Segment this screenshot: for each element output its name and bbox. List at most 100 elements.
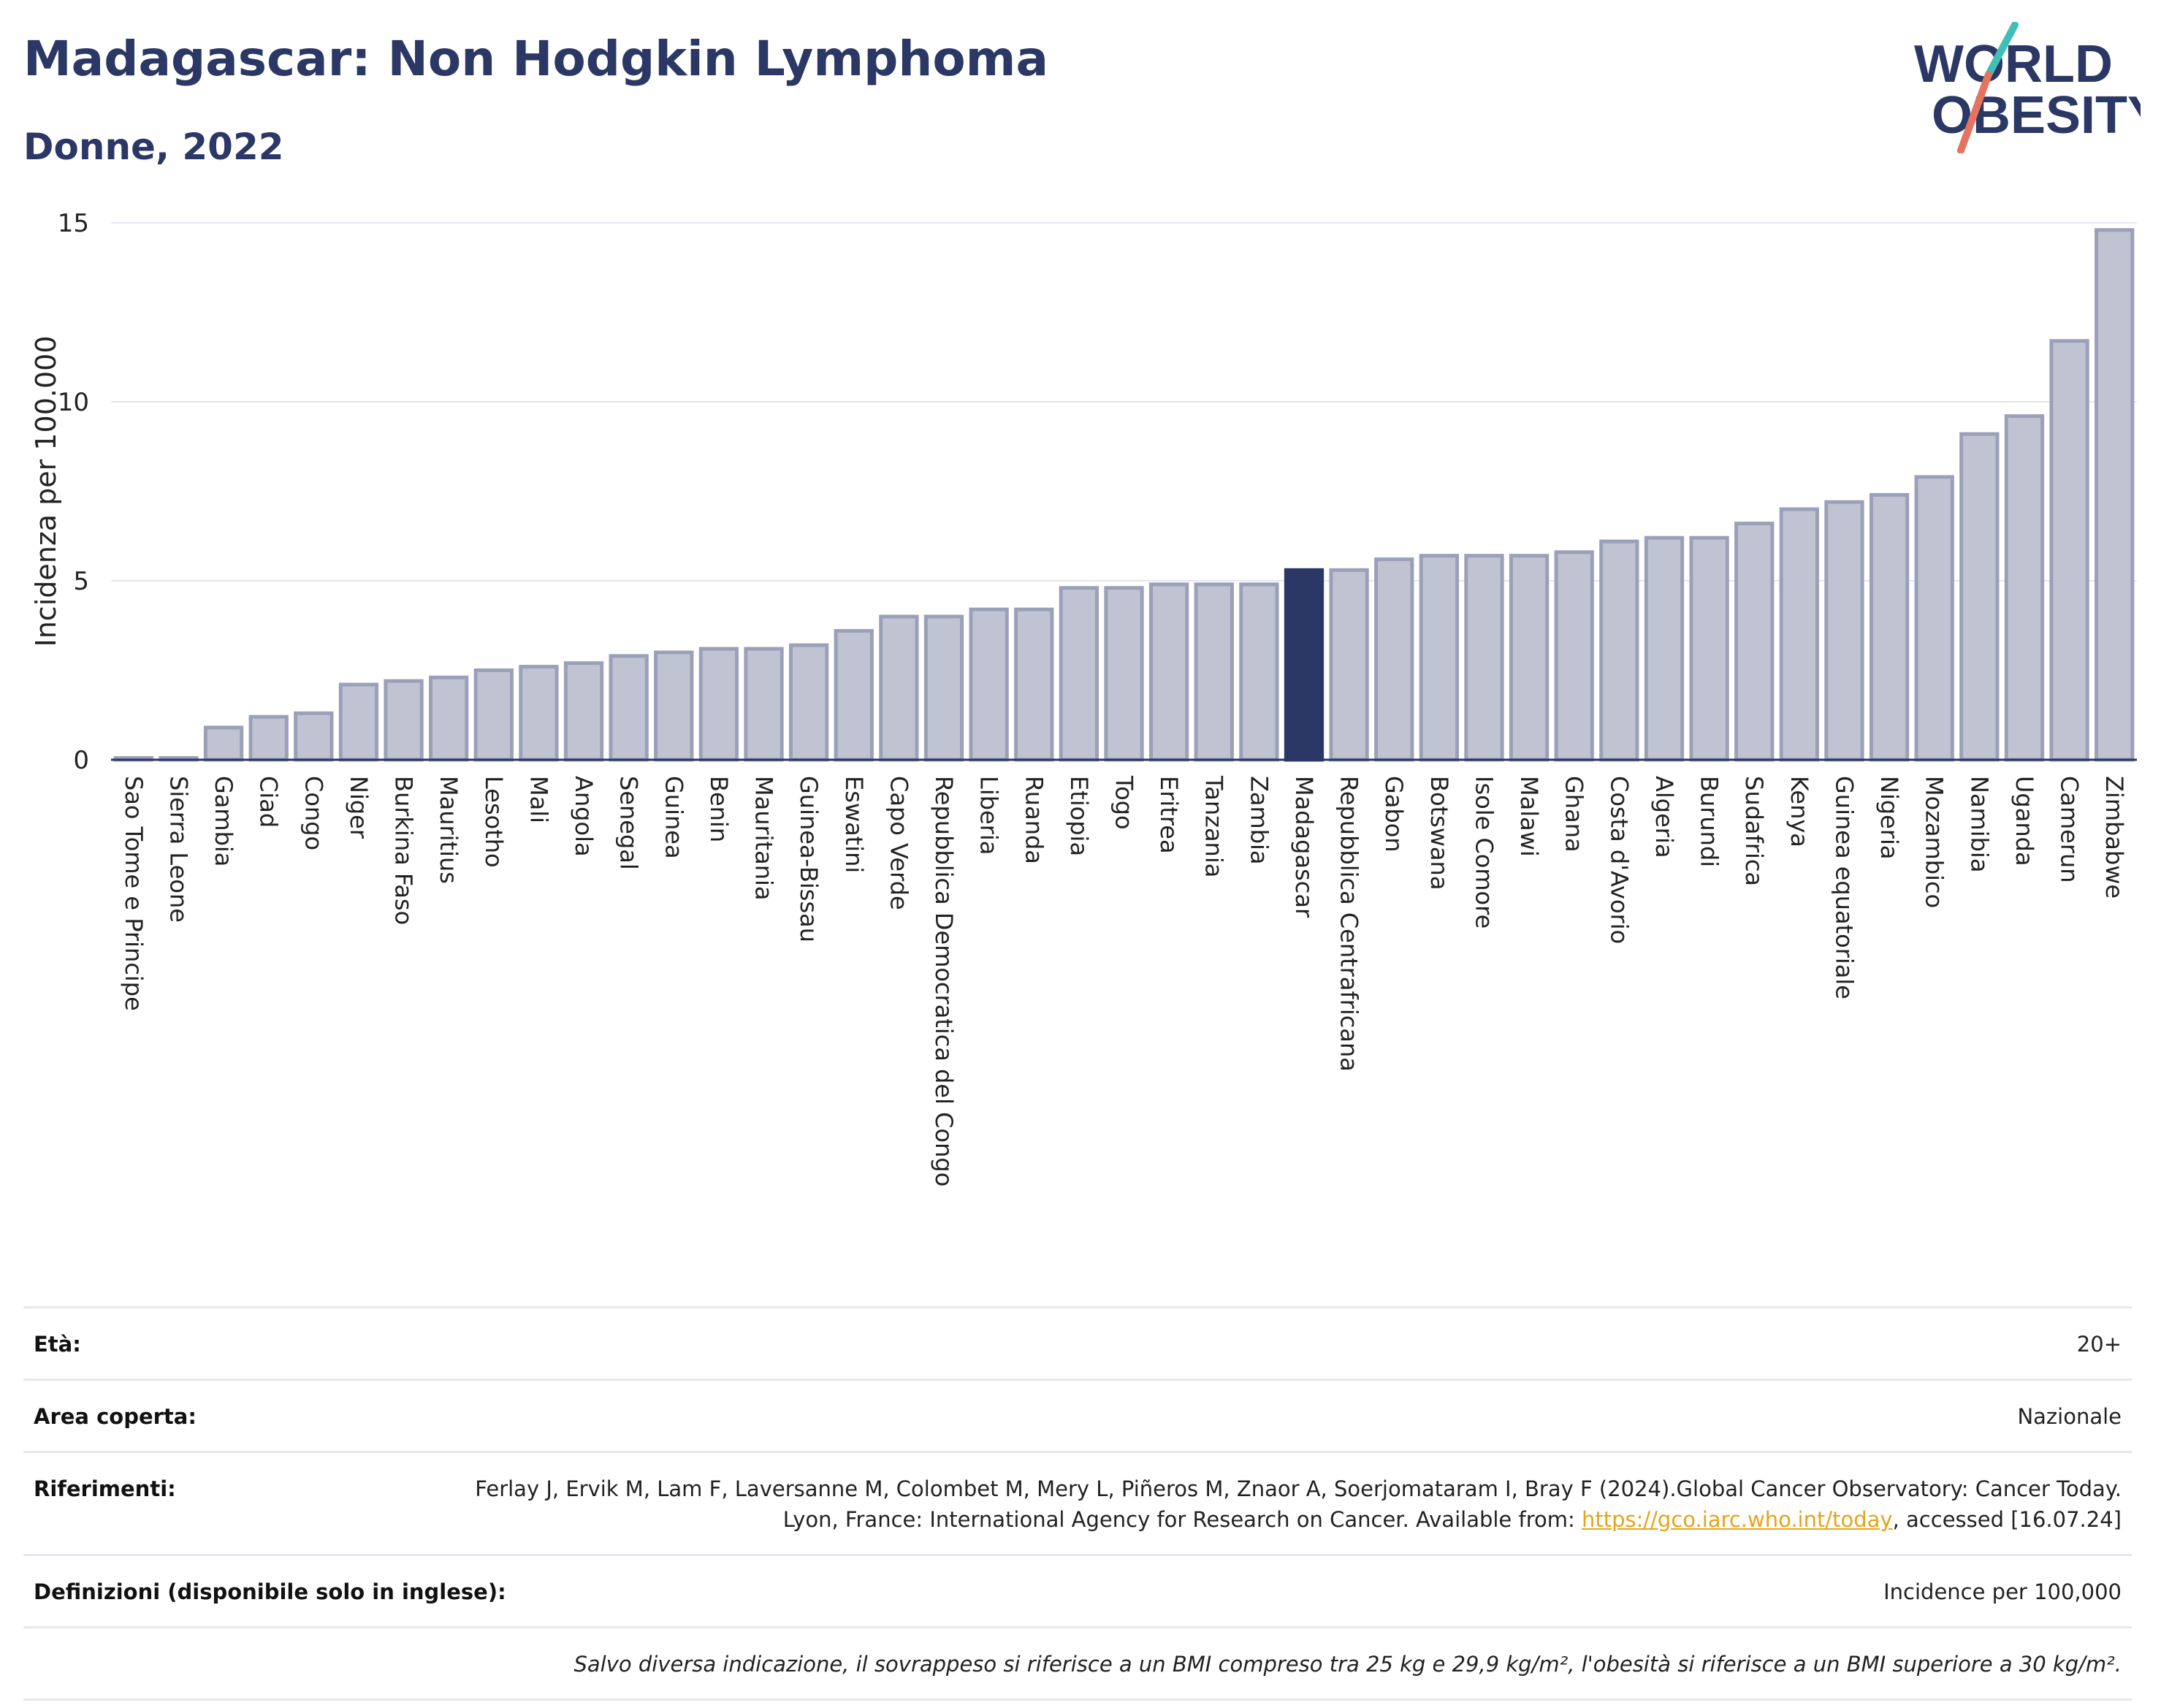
bar — [1239, 582, 1279, 762]
bar — [1374, 557, 1414, 762]
bar — [384, 679, 424, 762]
x-tick-label: Ciad — [255, 776, 283, 828]
bar — [1779, 507, 1819, 762]
bar — [879, 614, 919, 762]
bar — [294, 711, 334, 762]
bar — [1329, 568, 1369, 762]
bar-highlighted — [1284, 568, 1325, 762]
x-tick-label: Mozambico — [1921, 776, 1948, 908]
bar — [1644, 535, 1685, 762]
x-tick-label: Kenya — [1785, 776, 1813, 847]
age-label: Età: — [34, 1332, 81, 1357]
bar — [473, 668, 514, 762]
references-value: Ferlay J, Ervik M, Lam F, Laversanne M, … — [441, 1473, 2122, 1535]
x-tick-label: Mauritania — [750, 776, 778, 900]
logo-slash-top — [1985, 22, 2019, 78]
x-tick-label: Malawi — [1515, 776, 1543, 857]
bar — [744, 647, 784, 762]
x-tick-label: Tanzania — [1200, 775, 1228, 877]
bar — [1464, 554, 1504, 762]
x-tick-label: Mauritius — [435, 776, 462, 884]
bar — [609, 654, 649, 762]
x-tick-label: Sudafrica — [1740, 776, 1768, 886]
references-label: Riferimenti: — [34, 1476, 176, 1501]
references-accessed: , accessed [16.07.24] — [1892, 1507, 2122, 1532]
info-row-references: Riferimenti: Ferlay J, Ervik M, Lam F, L… — [23, 1453, 2132, 1556]
bar — [1014, 607, 1054, 762]
y-tick-label: 10 — [58, 388, 89, 417]
x-tick-label: Zambia — [1245, 776, 1273, 865]
bar — [1059, 586, 1099, 762]
x-tick-label: Senegal — [615, 776, 643, 870]
bar — [1869, 492, 1910, 762]
x-tick-label: Uganda — [2011, 776, 2038, 866]
bar-chart: 0 5 10 15 Incidenza per 100.000 Sao Tome e Pr… — [30, 209, 2137, 1186]
x-tick-label: Gambia — [210, 776, 237, 866]
bar — [1734, 522, 1775, 762]
x-tick-label: Botswana — [1425, 776, 1453, 890]
bar — [338, 682, 379, 762]
age-value: 20+ — [2076, 1332, 2122, 1357]
info-row-age: Età: 20+ — [23, 1308, 2132, 1381]
x-tick-label: Madagascar — [1290, 776, 1318, 918]
logo-slash-bottom — [1957, 71, 1992, 153]
x-tick-label: Ghana — [1560, 776, 1588, 853]
bar — [1599, 539, 1639, 762]
y-tick-label: 0 — [73, 746, 89, 775]
x-tick-label: Eritrea — [1155, 776, 1183, 854]
bar — [1554, 550, 1594, 762]
x-tick-label: Burkina Faso — [390, 776, 418, 925]
x-tick-label: Sierra Leone — [164, 776, 192, 923]
area-value: Nazionale — [2017, 1404, 2122, 1429]
page-subtitle: Donne, 2022 — [23, 126, 284, 168]
y-tick-label: 5 — [73, 567, 89, 596]
info-table: Età: 20+ Area coperta: Nazionale Riferim… — [23, 1306, 2132, 1701]
references-text: Ferlay J, Ervik M, Lam F, Laversanne M, … — [475, 1476, 2122, 1532]
info-row-area: Area coperta: Nazionale — [23, 1381, 2132, 1453]
x-tick-label: Repubblica Democratica del Congo — [930, 776, 958, 1186]
y-axis-label: Incidenza per 100.000 — [30, 336, 62, 647]
x-tick-label: Capo Verde — [885, 776, 912, 910]
bar — [248, 714, 289, 762]
bar — [1689, 535, 1729, 762]
page-title: Madagascar: Non Hodgkin Lymphoma — [23, 31, 1048, 87]
x-tick-label: Guinea — [660, 776, 687, 859]
x-tick-label: Eswatini — [840, 776, 868, 873]
area-label: Area coperta: — [34, 1404, 197, 1429]
bar — [1148, 582, 1189, 762]
x-tick-label: Costa d'Avorio — [1605, 776, 1633, 944]
x-tick-label: Angola — [570, 776, 598, 857]
x-tick-label: Burundi — [1696, 776, 1723, 867]
x-tick-label: Ruanda — [1020, 776, 1048, 864]
x-tick-label: Mali — [525, 776, 552, 823]
definitions-value: Incidence per 100,000 — [1883, 1579, 2122, 1604]
x-tick-label: Benin — [705, 776, 733, 842]
x-tick-label: Zimbabwe — [2100, 776, 2128, 899]
bar — [1194, 582, 1234, 762]
info-row-definitions: Definizioni (disponibile solo in inglese… — [23, 1556, 2132, 1628]
x-tick-label: Lesotho — [480, 776, 508, 868]
bar — [1959, 432, 2000, 762]
bar — [698, 647, 739, 762]
x-tick-label: Liberia — [975, 776, 1003, 855]
x-tick-label: Camerun — [2056, 776, 2084, 883]
bar — [1509, 554, 1550, 762]
x-tick-label: Etiopia — [1065, 776, 1093, 856]
x-tick-label: Guinea equatoriale — [1830, 776, 1858, 999]
bar — [203, 725, 244, 762]
x-tick-label: Sao Tome e Principe — [120, 776, 148, 1011]
bar — [1419, 554, 1460, 762]
x-tick-label: Guinea-Bissau — [795, 776, 823, 942]
bar — [2004, 414, 2045, 762]
bar — [2095, 228, 2135, 762]
bar — [429, 675, 469, 762]
definitions-label: Definizioni (disponibile solo in inglese… — [34, 1579, 506, 1604]
references-link[interactable]: https://gco.iarc.who.int/today — [1581, 1507, 1893, 1532]
bmi-note: Salvo diversa indicazione, il sovrappeso… — [573, 1652, 2122, 1677]
x-tick-label: Gabon — [1380, 776, 1408, 853]
bar — [923, 614, 964, 762]
y-tick-label: 15 — [58, 209, 89, 238]
bar — [1914, 475, 1954, 762]
bar — [1824, 500, 1864, 762]
x-tick-label: Algeria — [1650, 776, 1678, 858]
